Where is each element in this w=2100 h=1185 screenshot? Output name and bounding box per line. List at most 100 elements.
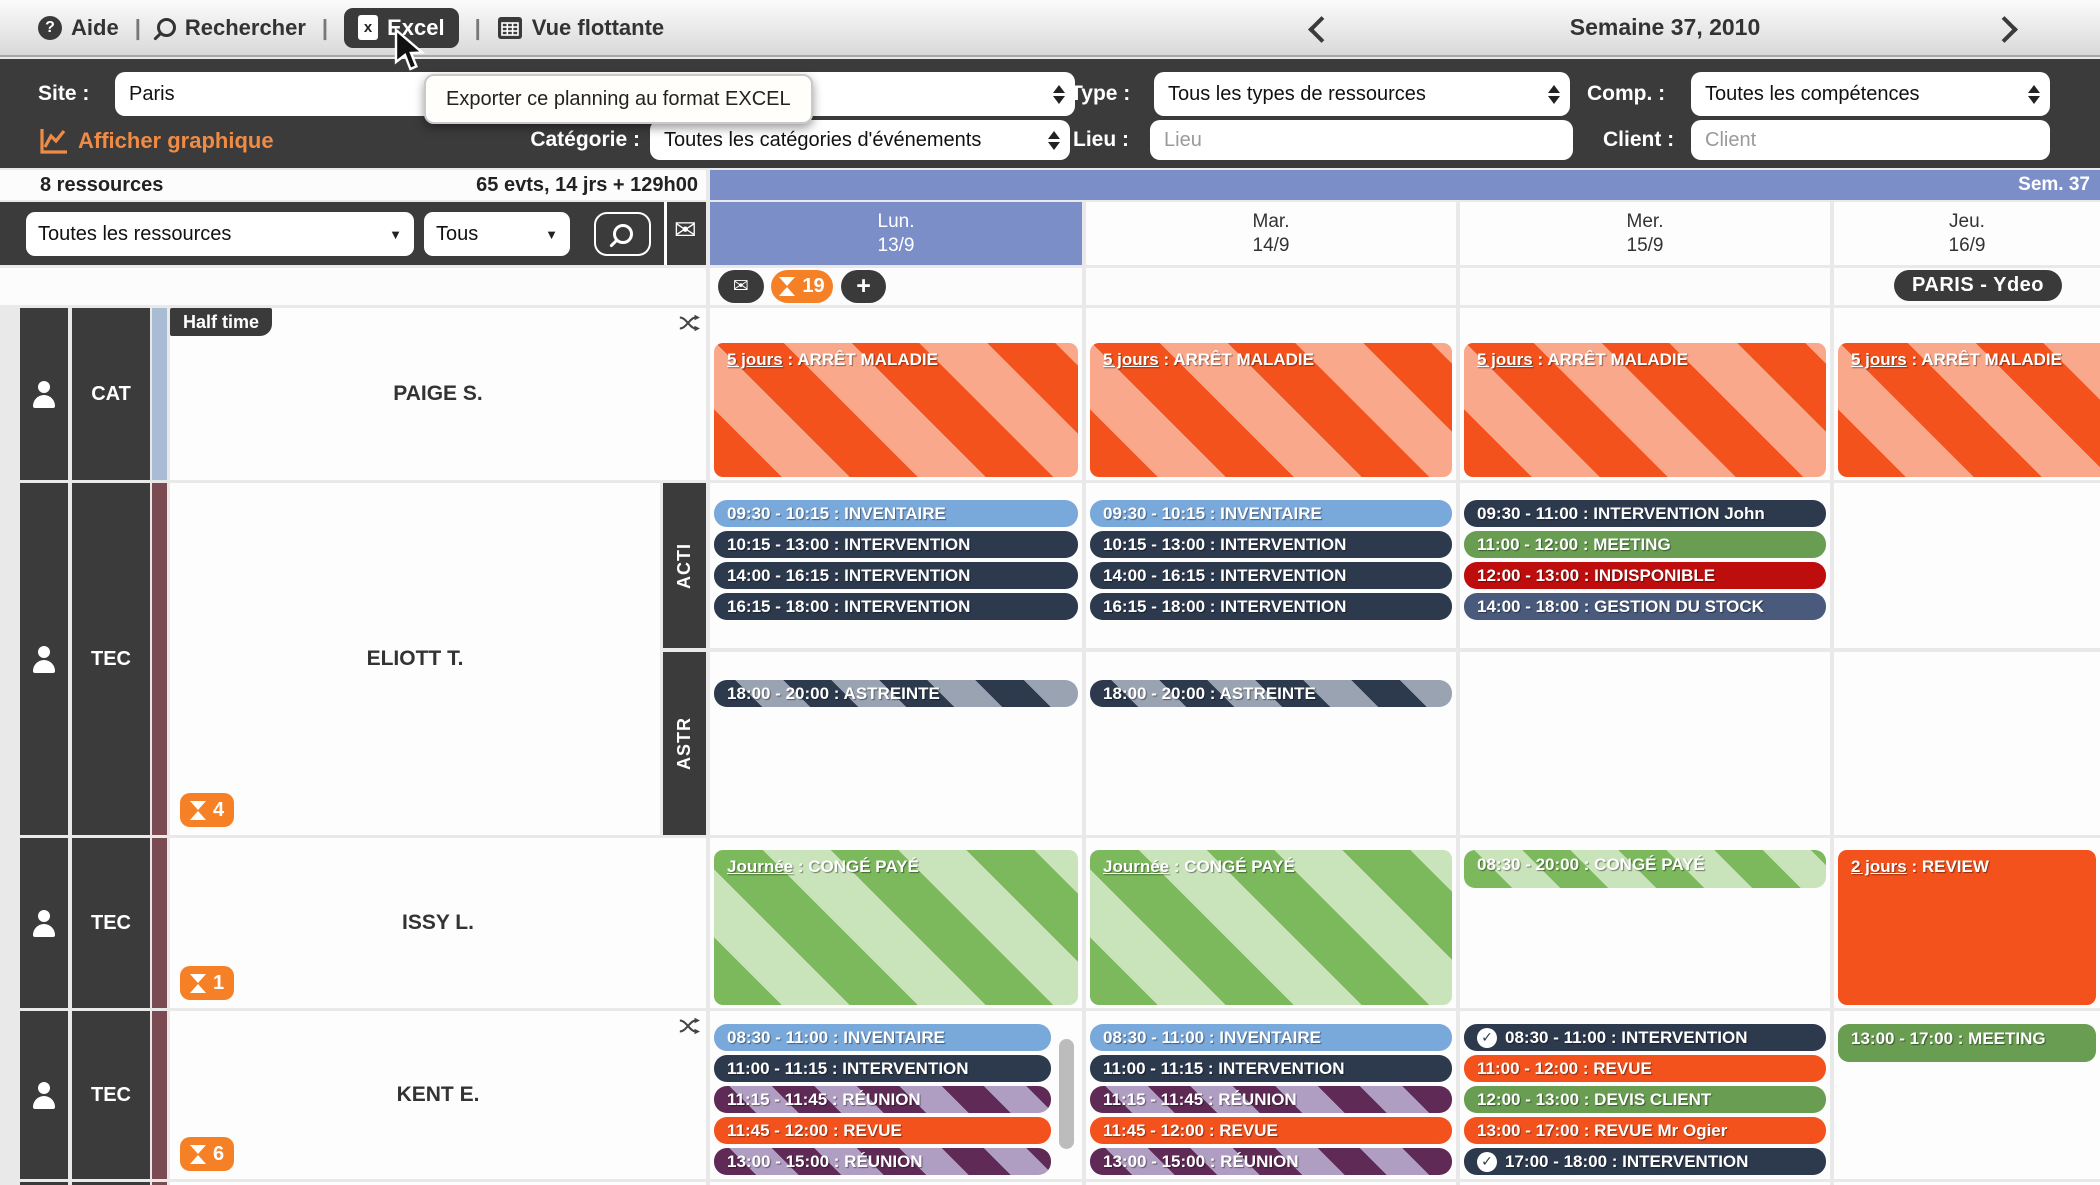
previous-week-button[interactable] xyxy=(1308,16,1335,43)
day-cell-mer[interactable] xyxy=(1460,1182,1830,1185)
resource-search-button[interactable] xyxy=(594,212,651,256)
day-cell-jeu[interactable] xyxy=(1834,1182,2100,1185)
day-header-mer[interactable]: Mer. 15/9 xyxy=(1460,202,1830,265)
shuffle-icon[interactable] xyxy=(678,312,700,339)
day-cell-jeu[interactable]: 5 jours : ARRÊT MALADIE xyxy=(1834,308,2100,480)
event-text: 08:30 - 11:00 : INVENTAIRE xyxy=(1103,1027,1321,1047)
day-header-jeu[interactable]: Jeu. 16/9 xyxy=(1834,202,2100,265)
event-bar[interactable]: 08:30 - 20:00 : CONGÉ PAYÉ xyxy=(1464,850,1826,888)
day-cell-lun[interactable]: 5 jours : ARRÊT MALADIE xyxy=(710,308,1082,480)
event-bar[interactable]: 10:15 - 13:00 : INTERVENTION xyxy=(714,531,1078,558)
day-cell-mer[interactable]: 08:30 - 20:00 : CONGÉ PAYÉ xyxy=(1460,838,1830,1008)
cell-scrollbar[interactable] xyxy=(1059,1039,1074,1149)
comp-select[interactable]: Toutes les compétences xyxy=(1691,72,2050,116)
event-bar[interactable]: 13:00 - 15:00 : RÉUNION xyxy=(714,1148,1051,1175)
event-bar[interactable]: 11:45 - 12:00 : REVUE xyxy=(714,1117,1051,1144)
event-bar[interactable]: 18:00 - 20:00 : ASTREINTE xyxy=(714,680,1078,707)
event-block[interactable]: 5 jours : ARRÊT MALADIE xyxy=(1464,343,1826,477)
day-header-mar[interactable]: Mar. 14/9 xyxy=(1086,202,1456,265)
event-block[interactable]: Journée : CONGÉ PAYÉ xyxy=(1090,850,1452,1005)
event-block[interactable]: 5 jours : ARRÊT MALADIE xyxy=(1838,343,2100,477)
hourglass-badge[interactable]: 6 xyxy=(180,1137,235,1171)
event-bar[interactable]: 14:00 - 16:15 : INTERVENTION xyxy=(714,562,1078,589)
resource-row-eliott: TEC ELIOTT T. 4 ACTI 09:30 - 10:15 : INVENTA… xyxy=(0,483,2100,835)
event-bar[interactable]: 08:30 - 11:00 : INVENTAIRE xyxy=(714,1024,1051,1051)
day-header-lun[interactable]: Lun. 13/9 xyxy=(710,202,1082,265)
event-bar[interactable]: 14:00 - 16:15 : INTERVENTION xyxy=(1090,562,1452,589)
resource-name-panel[interactable]: PAIGE S. Half time xyxy=(170,308,706,480)
event-bar[interactable]: 13:00 - 17:00 : REVUE Mr Ogier xyxy=(1464,1117,1826,1144)
hourglass-badge[interactable]: 1 xyxy=(180,966,235,1000)
send-mail-button[interactable]: ✉ xyxy=(718,270,764,303)
client-input[interactable] xyxy=(1691,120,2050,160)
day-cell-lun[interactable] xyxy=(710,1182,1082,1185)
day-cell-mer[interactable]: 09:30 - 11:00 : INTERVENTION John 11:00 -… xyxy=(1460,483,1830,648)
floating-view-button[interactable]: Vue flottante xyxy=(497,15,664,41)
site-label: Site : xyxy=(38,82,90,105)
day-cell-jeu[interactable]: 13:00 - 17:00 : MEETING xyxy=(1834,1011,2100,1179)
day-cell-mar[interactable]: 5 jours : ARRÊT MALADIE xyxy=(1086,308,1456,480)
day-cell-mar[interactable]: 08:30 - 11:00 : INVENTAIRE 11:00 - 11:15 … xyxy=(1086,1011,1456,1179)
event-bar[interactable]: 18:00 - 20:00 : ASTREINTE xyxy=(1090,680,1452,707)
resources-select[interactable]: Toutes les ressources ▼ xyxy=(26,212,414,256)
day-cell-jeu[interactable] xyxy=(1834,483,2100,648)
event-bar[interactable]: 09:30 - 11:00 : INTERVENTION John xyxy=(1464,500,1826,527)
resource-name-panel[interactable]: ELIOTT T. 4 xyxy=(170,483,660,835)
help-button[interactable]: ? Aide xyxy=(38,15,119,41)
event-bar[interactable]: 09:30 - 10:15 : INVENTAIRE xyxy=(714,500,1078,527)
day-cell-jeu[interactable] xyxy=(1834,652,2100,835)
day-cell-mar[interactable]: Journée : CONGÉ PAYÉ xyxy=(1086,838,1456,1008)
search-button[interactable]: Rechercher xyxy=(156,15,306,41)
resource-name-panel[interactable]: KENT E. 6 xyxy=(170,1011,706,1179)
resource-name-panel[interactable] xyxy=(170,1182,706,1185)
type-select[interactable]: Tous les types de ressources xyxy=(1154,72,1570,116)
event-block[interactable]: 2 jours : REVIEW xyxy=(1838,850,2096,1005)
day-cell-lun[interactable]: 09:30 - 10:15 : INVENTAIRE 10:15 - 13:00 … xyxy=(710,483,1082,648)
pending-events-badge[interactable]: 19 xyxy=(771,270,833,303)
event-block[interactable]: Journée : CONGÉ PAYÉ xyxy=(714,850,1078,1005)
event-text: 08:30 - 11:00 : INVENTAIRE xyxy=(727,1027,945,1047)
event-block[interactable]: 5 jours : ARRÊT MALADIE xyxy=(714,343,1078,477)
hourglass-badge[interactable]: 4 xyxy=(180,793,235,827)
lieu-input[interactable] xyxy=(1150,120,1573,160)
category-select[interactable]: Toutes les catégories d'événements xyxy=(650,120,1070,160)
next-week-button[interactable] xyxy=(1991,16,2018,43)
event-bar[interactable]: 11:00 - 12:00 : REVUE xyxy=(1464,1055,1826,1082)
day-cell-mer[interactable]: ✓ 08:30 - 11:00 : INTERVENTION 11:00 - 12:… xyxy=(1460,1011,1830,1179)
day-cell-mar[interactable] xyxy=(1086,1182,1456,1185)
day-cell-mar[interactable]: 09:30 - 10:15 : INVENTAIRE 10:15 - 13:00 … xyxy=(1086,483,1456,648)
event-bar[interactable]: 10:15 - 13:00 : INTERVENTION xyxy=(1090,531,1452,558)
excel-doc-icon: x xyxy=(358,15,379,40)
shuffle-icon[interactable] xyxy=(678,1015,700,1042)
event-bar[interactable]: 08:30 - 11:00 : INVENTAIRE xyxy=(1090,1024,1452,1051)
resource-name-panel[interactable]: ISSY L. 1 xyxy=(170,838,706,1008)
event-bar[interactable]: 12:00 - 13:00 : DEVIS CLIENT xyxy=(1464,1086,1826,1113)
event-bar[interactable]: 09:30 - 10:15 : INVENTAIRE xyxy=(1090,500,1452,527)
event-bar[interactable]: 11:00 - 11:15 : INTERVENTION xyxy=(1090,1055,1452,1082)
event-bar[interactable]: ✓ 08:30 - 11:00 : INTERVENTION xyxy=(1464,1024,1826,1051)
event-bar[interactable]: 14:00 - 18:00 : GESTION DU STOCK xyxy=(1464,593,1826,620)
event-bar[interactable]: 11:15 - 11:45 : RÉUNION xyxy=(714,1086,1051,1113)
event-bar[interactable]: ✓ 17:00 - 18:00 : INTERVENTION xyxy=(1464,1148,1826,1175)
mail-button[interactable]: ✉ xyxy=(674,217,697,244)
event-bar[interactable]: 16:15 - 18:00 : INTERVENTION xyxy=(1090,593,1452,620)
event-bar[interactable]: 11:15 - 11:45 : RÉUNION xyxy=(1090,1086,1452,1113)
event-bar[interactable]: 11:00 - 11:15 : INTERVENTION xyxy=(714,1055,1051,1082)
day-cell-mer[interactable] xyxy=(1460,652,1830,835)
event-bar[interactable]: 13:00 - 15:00 : RÉUNION xyxy=(1090,1148,1452,1175)
day-cell-mer[interactable]: 5 jours : ARRÊT MALADIE xyxy=(1460,308,1830,480)
event-bar[interactable]: 13:00 - 17:00 : MEETING xyxy=(1838,1024,2096,1062)
day-cell-jeu[interactable]: 2 jours : REVIEW xyxy=(1834,838,2100,1008)
event-bar[interactable]: 16:15 - 18:00 : INTERVENTION xyxy=(714,593,1078,620)
scope-select[interactable]: Tous ▼ xyxy=(424,212,570,256)
day-cell-lun[interactable]: 08:30 - 11:00 : INVENTAIRE 11:00 - 11:15 … xyxy=(710,1011,1082,1179)
show-chart-button[interactable]: Afficher graphique xyxy=(38,126,274,156)
event-bar[interactable]: 12:00 - 13:00 : INDISPONIBLE xyxy=(1464,562,1826,589)
event-bar[interactable]: 11:00 - 12:00 : MEETING xyxy=(1464,531,1826,558)
event-block[interactable]: 5 jours : ARRÊT MALADIE xyxy=(1090,343,1452,477)
day-cell-lun[interactable]: 18:00 - 20:00 : ASTREINTE xyxy=(710,652,1082,835)
day-cell-mar[interactable]: 18:00 - 20:00 : ASTREINTE xyxy=(1086,652,1456,835)
add-event-button[interactable]: + xyxy=(841,270,886,303)
day-cell-lun[interactable]: Journée : CONGÉ PAYÉ xyxy=(710,838,1082,1008)
event-bar[interactable]: 11:45 - 12:00 : REVUE xyxy=(1090,1117,1452,1144)
